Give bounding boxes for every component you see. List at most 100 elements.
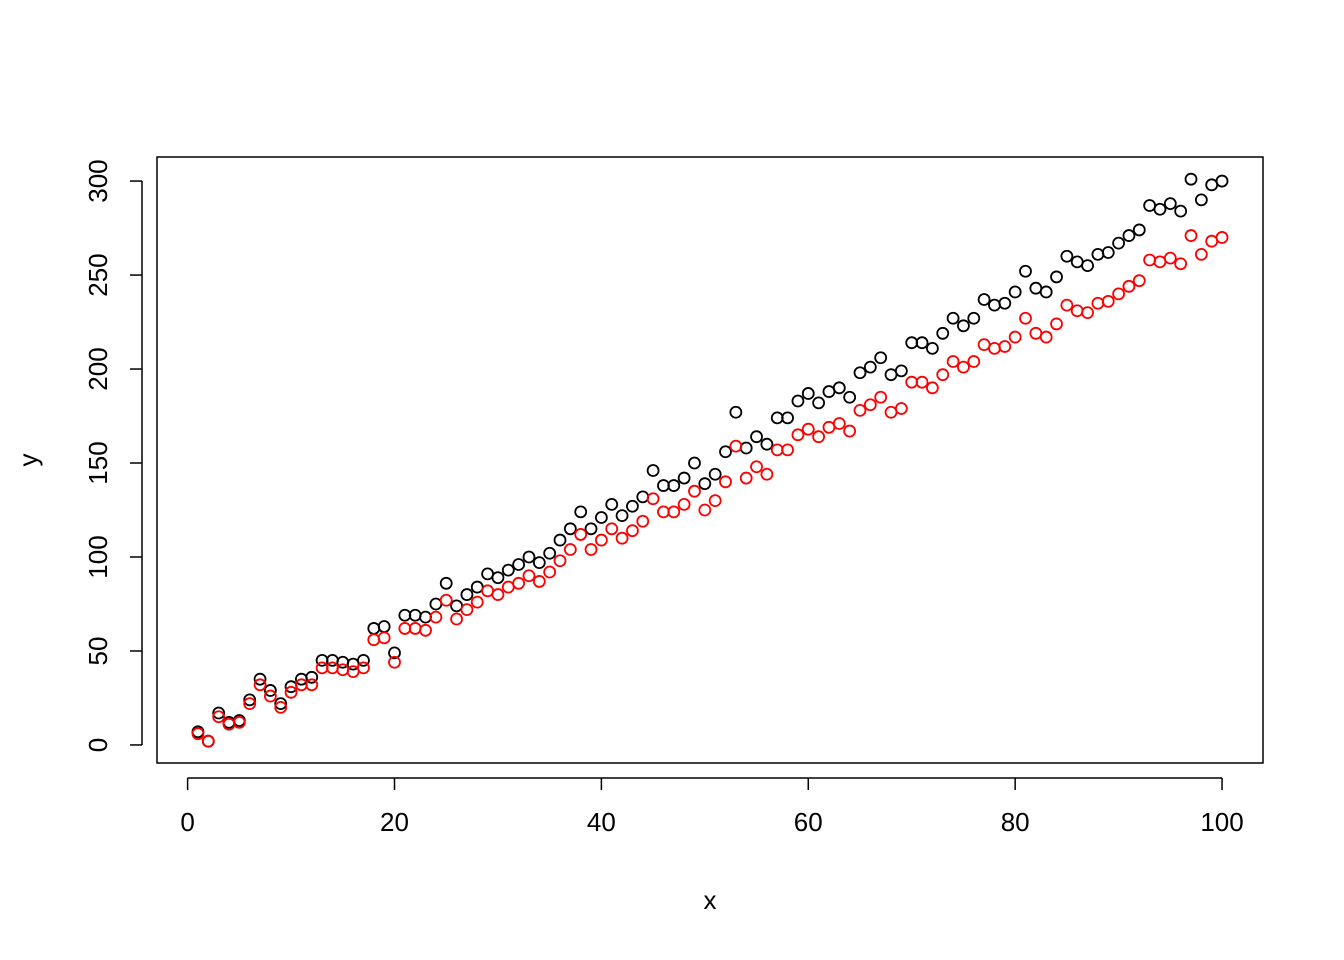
point [377,631,391,645]
y-axis-label: y [13,454,43,467]
point [336,663,350,677]
point [450,599,463,613]
point [812,396,826,410]
x-tick-label: 60 [794,807,823,837]
point [739,441,753,455]
point [367,633,381,647]
point [388,655,401,669]
point [967,355,981,368]
point [770,443,784,457]
point [357,653,370,667]
point [1194,193,1208,207]
point [1060,249,1074,263]
point [512,558,526,571]
point [1050,317,1063,331]
point [739,471,753,485]
point [274,697,288,711]
point [719,475,732,489]
point [274,700,288,714]
point [1112,236,1125,250]
point [770,411,784,425]
point [988,298,1001,312]
point [1215,174,1229,188]
point [594,533,608,547]
point [615,509,629,523]
point [439,576,453,590]
point [708,467,722,481]
point [481,567,495,581]
point [501,563,515,577]
point [398,622,412,635]
point [1205,178,1219,192]
point [460,588,474,601]
point [698,503,712,517]
point [1039,285,1053,299]
point [212,706,226,720]
point [853,366,867,380]
point [377,620,391,633]
point [367,622,381,635]
point [1060,298,1074,312]
point [1091,296,1105,310]
point [1215,231,1229,244]
point [843,424,857,438]
point [626,524,639,538]
point [791,428,805,442]
point [574,505,588,519]
point [626,499,639,513]
point [1153,255,1167,269]
point [957,319,970,333]
point [998,296,1012,310]
x-tick-label: 100 [1200,807,1243,837]
point [1070,255,1084,269]
point [346,665,360,679]
point [1122,279,1136,293]
point [812,430,826,444]
point [232,715,246,729]
point [822,385,836,398]
point [677,497,691,511]
point [760,437,774,451]
point [305,678,319,692]
y-tick-label: 0 [83,738,113,752]
point [388,646,401,660]
point [688,484,701,498]
point [605,497,619,511]
point [408,608,422,622]
point [905,336,919,350]
point [1029,326,1043,340]
point [1194,247,1208,261]
point [1081,306,1094,320]
point [243,693,257,707]
point [253,678,267,692]
point [419,623,432,637]
point [553,554,567,568]
point [1008,285,1022,299]
point [791,394,805,408]
point [667,479,681,492]
y-tick-label: 250 [83,253,113,296]
point [781,411,794,425]
point [719,445,732,459]
x-axis-label: x [704,885,717,915]
point [212,710,226,724]
point [698,477,712,491]
x-tick-label: 20 [380,807,409,837]
point [946,311,960,325]
point [543,546,557,560]
point [646,464,660,477]
point [894,364,908,378]
point [470,595,484,609]
point [1143,199,1157,212]
y-tick-label: 200 [83,347,113,390]
point [615,531,629,545]
point [263,689,277,703]
point [998,340,1012,353]
point [357,661,370,675]
point [553,533,567,547]
point [801,422,815,436]
point [574,528,588,541]
point [1019,311,1032,325]
point [532,556,546,570]
point [667,505,681,519]
